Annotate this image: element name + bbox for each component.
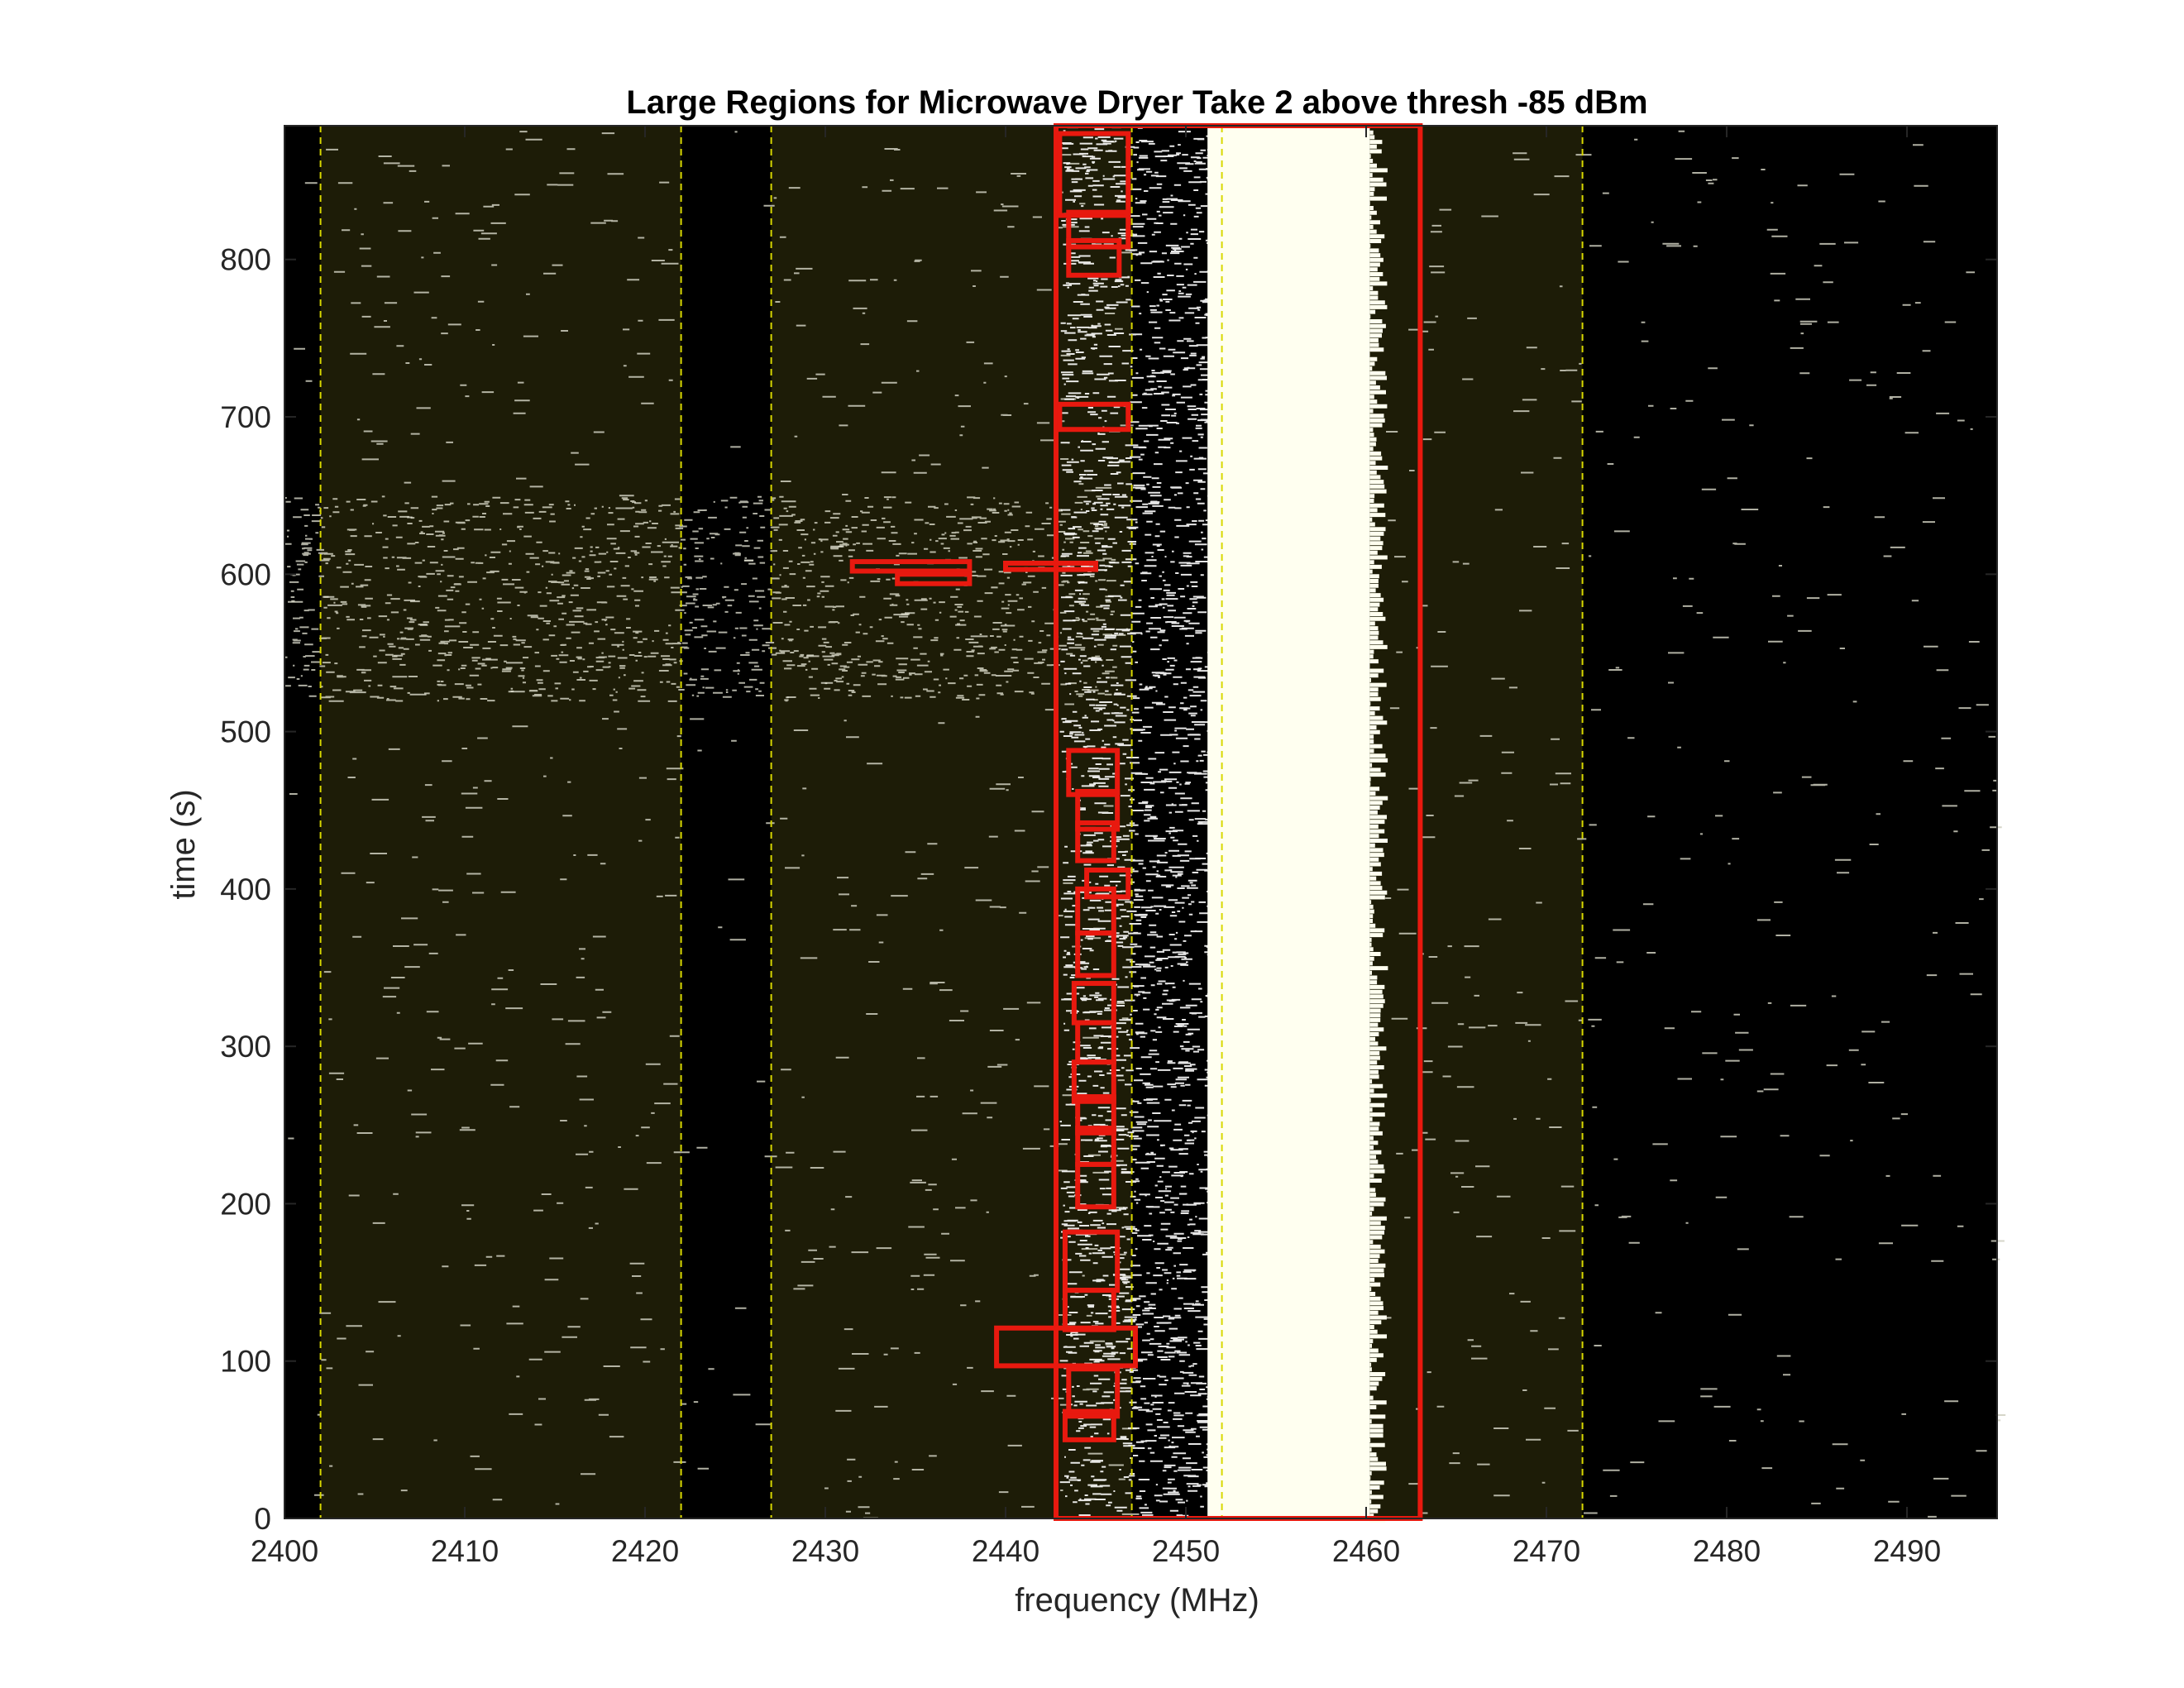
emission-core <box>1207 126 1370 1518</box>
emission-edge-path <box>1059 126 1235 1521</box>
x-tick-label-2420: 2420 <box>611 1534 679 1568</box>
emission-edge <box>1059 126 1235 1521</box>
region-box-2 <box>1057 131 1131 218</box>
region-box-24 <box>1066 1366 1121 1419</box>
x-axis-label: frequency (MHz) <box>1015 1582 1259 1619</box>
region-box-10 <box>1075 788 1121 832</box>
chart-title: Large Regions for Microwave Dryer Take 2… <box>626 84 1647 121</box>
channel-band-1 <box>320 126 681 1518</box>
x-tick-label-2430: 2430 <box>791 1534 859 1568</box>
noise-speckle <box>284 130 2006 1519</box>
region-box-17 <box>1071 1059 1116 1104</box>
region-box-11 <box>1075 820 1116 863</box>
x-tick-label-2470: 2470 <box>1513 1534 1580 1568</box>
emission-core-edge <box>1369 130 1388 1523</box>
y-axis-label: time (s) <box>165 789 202 899</box>
region-box-7 <box>895 571 973 586</box>
y-tick-label-800: 800 <box>220 243 271 277</box>
region-box-18 <box>1075 1094 1116 1136</box>
region-box-14 <box>1075 930 1116 978</box>
y-tick-label-600: 600 <box>220 557 271 591</box>
y-tick-label-0: 0 <box>254 1502 271 1536</box>
y-tick-label-100: 100 <box>220 1345 271 1379</box>
region-box-23 <box>994 1325 1138 1369</box>
x-tick-label-2480: 2480 <box>1693 1534 1761 1568</box>
y-tick-label-400: 400 <box>220 873 271 906</box>
region-box-6 <box>849 559 973 574</box>
region-box-5 <box>1057 401 1131 433</box>
plot-area <box>284 126 2006 1523</box>
region-box-20 <box>1075 1161 1116 1210</box>
x-tick-label-2460: 2460 <box>1332 1534 1400 1568</box>
x-tick-label-2440: 2440 <box>972 1534 1039 1568</box>
x-tick-label-2490: 2490 <box>1873 1534 1941 1568</box>
y-tick-label-700: 700 <box>220 400 271 434</box>
region-box-4 <box>1066 237 1122 278</box>
axes-frame <box>284 125 1998 1519</box>
y-tick-label-200: 200 <box>220 1187 271 1221</box>
region-box-25 <box>1062 1408 1116 1442</box>
x-tick-label-2450: 2450 <box>1152 1534 1220 1568</box>
axes: 2400 2410 2420 2430 2440 2450 2460 2470 2480 2490… <box>220 125 1998 1568</box>
channel-band-2 <box>771 126 1132 1518</box>
y-tick-label-300: 300 <box>220 1030 271 1064</box>
region-box-9 <box>1066 748 1121 797</box>
x-tick-label-2400: 2400 <box>251 1534 318 1568</box>
region-box-12 <box>1084 868 1131 900</box>
region-box-3 <box>1066 209 1131 250</box>
region-box-8 <box>1003 560 1098 572</box>
x-tick-label-2410: 2410 <box>431 1534 499 1568</box>
y-tick-label-500: 500 <box>220 715 271 749</box>
busy-period-speckle <box>284 495 1118 702</box>
